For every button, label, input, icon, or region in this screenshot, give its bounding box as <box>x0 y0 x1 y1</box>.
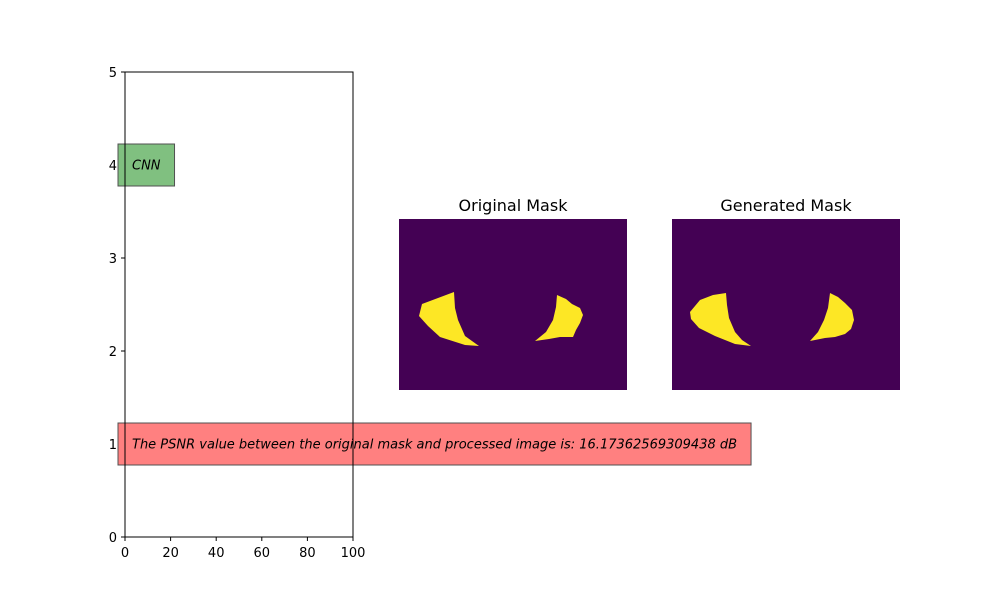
generated-mask-right-blob <box>810 293 854 341</box>
axes-background <box>125 72 353 537</box>
y-tick-label: 0 <box>109 531 117 546</box>
annotation-box-1: The PSNR value between the original mask… <box>117 422 752 466</box>
annotation-text: The PSNR value between the original mask… <box>132 438 737 453</box>
x-tick-label: 80 <box>299 546 316 561</box>
annotation-background <box>117 143 176 187</box>
x-tick-label: 20 <box>162 546 179 561</box>
generated-mask-left-blob <box>690 293 751 346</box>
y-tick-label: 4 <box>109 159 117 174</box>
y-tick-label: 2 <box>109 345 117 360</box>
y-tick-label: 5 <box>109 66 117 81</box>
annotations-layer: CNN The PSNR value between the original m… <box>117 143 752 466</box>
x-tick-label: 0 <box>121 546 129 561</box>
original-mask-title: Original Mask <box>459 196 569 215</box>
x-tick-label: 100 <box>341 546 366 561</box>
generated-mask-panel: Generated Mask <box>672 196 900 390</box>
y-tick-label: 1 <box>109 438 117 453</box>
axes-frame <box>124 71 354 538</box>
original-mask-right-blob <box>535 295 583 341</box>
annotation-box-0: CNN <box>117 143 176 187</box>
annotation-axes: 0 20 40 60 80 100 0 1 2 3 4 5 CNN The PSNR value bet… <box>109 66 752 561</box>
annotation-background <box>117 422 752 466</box>
annotation-text: CNN <box>132 159 161 174</box>
x-tick-label: 40 <box>208 546 225 561</box>
original-mask-left-blob <box>419 292 479 346</box>
original-mask-panel: Original Mask <box>399 196 627 390</box>
ticks-layer: 0 20 40 60 80 100 0 1 2 3 4 5 <box>109 66 366 561</box>
generated-mask-title: Generated Mask <box>720 196 852 215</box>
y-tick-label: 3 <box>109 252 117 267</box>
x-tick-label: 60 <box>254 546 271 561</box>
